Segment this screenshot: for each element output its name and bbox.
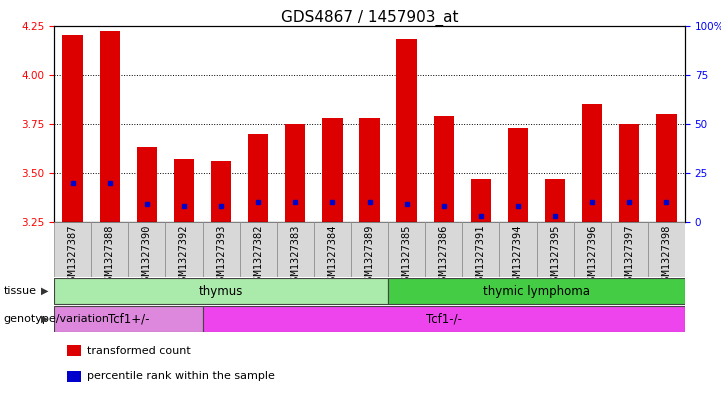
FancyBboxPatch shape xyxy=(91,222,128,277)
Bar xyxy=(471,179,491,222)
FancyBboxPatch shape xyxy=(54,222,91,277)
Title: GDS4867 / 1457903_at: GDS4867 / 1457903_at xyxy=(280,9,459,26)
Text: thymus: thymus xyxy=(199,285,243,298)
FancyBboxPatch shape xyxy=(611,222,648,277)
Bar xyxy=(66,371,81,382)
Text: GSM1327397: GSM1327397 xyxy=(624,224,634,287)
Text: GSM1327385: GSM1327385 xyxy=(402,224,412,287)
Text: thymic lymphoma: thymic lymphoma xyxy=(483,285,590,298)
Bar xyxy=(285,124,306,222)
Bar xyxy=(137,147,157,222)
FancyBboxPatch shape xyxy=(54,306,203,332)
FancyBboxPatch shape xyxy=(388,222,425,277)
Text: GSM1327389: GSM1327389 xyxy=(365,224,374,287)
Bar xyxy=(99,31,120,222)
FancyBboxPatch shape xyxy=(239,222,277,277)
FancyBboxPatch shape xyxy=(574,222,611,277)
Bar xyxy=(63,35,83,222)
Text: GSM1327386: GSM1327386 xyxy=(439,224,448,287)
FancyBboxPatch shape xyxy=(277,222,314,277)
Bar xyxy=(508,128,528,222)
Text: percentile rank within the sample: percentile rank within the sample xyxy=(87,371,275,382)
FancyBboxPatch shape xyxy=(648,222,685,277)
Text: GSM1327382: GSM1327382 xyxy=(253,224,263,287)
Text: GSM1327388: GSM1327388 xyxy=(105,224,115,287)
Text: GSM1327398: GSM1327398 xyxy=(661,224,671,287)
Bar xyxy=(433,116,454,222)
Text: Tcf1-/-: Tcf1-/- xyxy=(425,312,461,325)
Text: GSM1327390: GSM1327390 xyxy=(142,224,152,287)
Text: GSM1327395: GSM1327395 xyxy=(550,224,560,287)
Text: ▶: ▶ xyxy=(41,286,48,296)
FancyBboxPatch shape xyxy=(351,222,388,277)
Text: GSM1327387: GSM1327387 xyxy=(68,224,78,287)
Bar xyxy=(397,39,417,222)
FancyBboxPatch shape xyxy=(536,222,574,277)
Bar xyxy=(656,114,676,222)
Text: GSM1327396: GSM1327396 xyxy=(587,224,597,287)
Bar xyxy=(359,118,380,222)
Bar xyxy=(322,118,342,222)
Bar xyxy=(248,134,268,222)
FancyBboxPatch shape xyxy=(203,306,685,332)
Text: ▶: ▶ xyxy=(41,314,48,324)
Text: tissue: tissue xyxy=(4,286,37,296)
Bar xyxy=(582,104,602,222)
FancyBboxPatch shape xyxy=(500,222,536,277)
FancyBboxPatch shape xyxy=(165,222,203,277)
Bar xyxy=(619,124,640,222)
FancyBboxPatch shape xyxy=(128,222,165,277)
FancyBboxPatch shape xyxy=(54,278,388,304)
Text: GSM1327394: GSM1327394 xyxy=(513,224,523,287)
Bar xyxy=(174,159,194,222)
Text: GSM1327392: GSM1327392 xyxy=(179,224,189,287)
Text: GSM1327393: GSM1327393 xyxy=(216,224,226,287)
Bar xyxy=(211,161,231,222)
Text: Tcf1+/-: Tcf1+/- xyxy=(107,312,149,325)
FancyBboxPatch shape xyxy=(314,222,351,277)
Bar xyxy=(66,345,81,356)
Text: genotype/variation: genotype/variation xyxy=(4,314,110,324)
FancyBboxPatch shape xyxy=(425,222,462,277)
Text: GSM1327384: GSM1327384 xyxy=(327,224,337,287)
Text: GSM1327391: GSM1327391 xyxy=(476,224,486,287)
FancyBboxPatch shape xyxy=(388,278,685,304)
FancyBboxPatch shape xyxy=(203,222,239,277)
FancyBboxPatch shape xyxy=(462,222,500,277)
Text: GSM1327383: GSM1327383 xyxy=(291,224,300,287)
Bar xyxy=(545,179,565,222)
Text: transformed count: transformed count xyxy=(87,345,190,356)
